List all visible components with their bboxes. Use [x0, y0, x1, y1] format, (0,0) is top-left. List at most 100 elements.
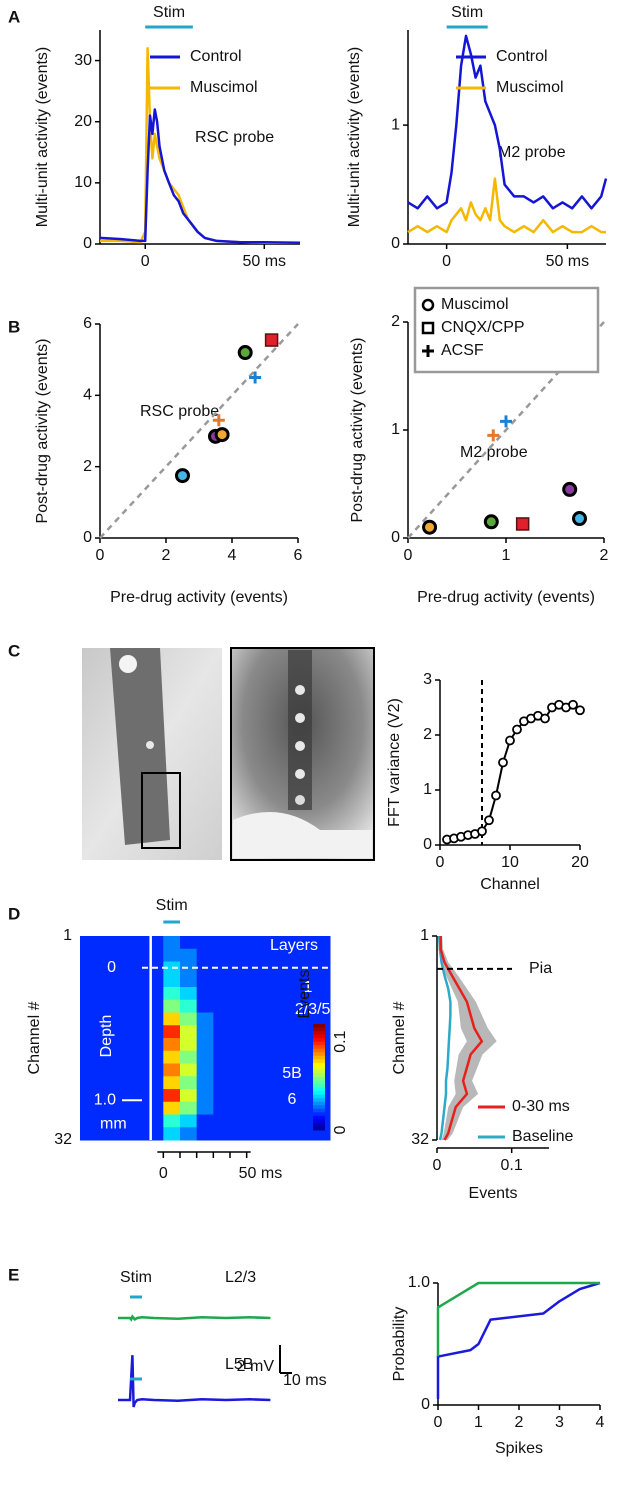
heat-cell: [80, 961, 98, 975]
colorbar-step: [313, 1048, 325, 1053]
heat-cell: [180, 1038, 198, 1052]
heat-cell: [263, 1114, 281, 1128]
heat-cell: [196, 974, 214, 988]
y-tick-label: 1: [63, 927, 72, 944]
heat-cell: [213, 974, 231, 988]
y-tick-label: 0: [83, 235, 92, 252]
heat-cell: [246, 1025, 264, 1039]
heat-cell: [196, 1063, 214, 1077]
y-axis-label: Channel #: [26, 1001, 43, 1074]
y-tick-label: 0: [391, 235, 400, 252]
heat-cell: [230, 1025, 248, 1039]
data-point: [487, 429, 500, 442]
heat-cell: [296, 974, 314, 988]
heat-cell: [96, 1038, 114, 1052]
heat-cell: [280, 974, 298, 988]
heat-cell: [296, 1127, 314, 1141]
heat-cell: [163, 1101, 181, 1115]
heat-cell: [263, 987, 281, 1001]
stim-label: Stim: [451, 4, 483, 21]
data-point: [477, 826, 487, 837]
depth-tick-label: 1.0: [94, 1091, 116, 1108]
heat-cell: [213, 1012, 231, 1026]
heat-cell: [263, 961, 281, 975]
heat-cell: [263, 948, 281, 962]
annotation: M2 probe: [498, 144, 566, 161]
legend-label: Control: [190, 48, 242, 65]
legend-label: 0-30 ms: [512, 1098, 570, 1115]
heat-cell: [113, 936, 131, 950]
heat-cell: [263, 1012, 281, 1026]
heat-cell: [180, 948, 198, 962]
heat-cell: [280, 1089, 298, 1103]
colorbar-step: [313, 1052, 325, 1057]
heat-cell: [113, 1063, 131, 1077]
heat-cell: [313, 1127, 331, 1141]
trace-label: L2/3: [225, 1269, 256, 1286]
heat-cell: [113, 1114, 131, 1128]
data-point: [212, 414, 225, 427]
heat-cell: [196, 1025, 214, 1039]
probe-photo: [82, 648, 222, 860]
colorbar-step: [313, 1077, 325, 1082]
trace: [118, 1314, 271, 1322]
line: [436, 1281, 601, 1399]
heat-cell: [230, 1076, 248, 1090]
heat-cell: [246, 999, 264, 1013]
panel-label: D: [8, 904, 20, 923]
legend-label: Control: [496, 48, 548, 65]
stim-label: Stim: [153, 4, 185, 21]
heat-cell: [163, 1038, 181, 1052]
line: [407, 177, 606, 234]
colorbar-step: [313, 1066, 325, 1071]
x-tick-label: 0: [436, 854, 445, 871]
data-point: [575, 705, 585, 716]
y-axis-label: Multi-unit activity (events): [34, 47, 51, 228]
colorbar-step: [313, 1098, 325, 1103]
heat-cell: [146, 974, 164, 988]
heat-cell: [80, 974, 98, 988]
y-tick-label: 0: [421, 1396, 430, 1413]
heat-cell: [296, 987, 314, 1001]
heat-cell: [80, 1038, 98, 1052]
colorbar-step: [313, 1062, 325, 1067]
legend-marker: [422, 345, 434, 357]
heat-cell: [80, 1114, 98, 1128]
heat-cell: [80, 1127, 98, 1141]
heat-cell: [230, 999, 248, 1013]
heat-cell: [263, 1050, 281, 1064]
heat-cell: [146, 1076, 164, 1090]
heat-cell: [180, 1101, 198, 1115]
heat-cell: [146, 936, 164, 950]
x-tick-label: 0: [442, 253, 451, 270]
colorbar-step: [313, 1073, 325, 1078]
x-tick-label: 4: [596, 1414, 605, 1431]
colorbar-step: [313, 1059, 325, 1064]
heat-cell: [230, 1101, 248, 1115]
colorbar-step: [313, 1126, 325, 1131]
colorbar-step: [313, 1080, 325, 1085]
heat-cell: [113, 1101, 131, 1115]
heat-cell: [96, 1050, 114, 1064]
legend-marker: [421, 298, 435, 312]
heat-cell: [246, 936, 264, 950]
heat-cell: [180, 961, 198, 975]
heat-cell: [180, 974, 198, 988]
heat-cell: [196, 999, 214, 1013]
pia-label: Pia: [529, 960, 552, 977]
heat-cell: [263, 1101, 281, 1115]
heat-cell: [163, 1025, 181, 1039]
heat-cell: [263, 1076, 281, 1090]
heat-cell: [113, 948, 131, 962]
panel-label: C: [8, 641, 20, 660]
heat-cell: [113, 974, 131, 988]
heat-cell: [146, 987, 164, 1001]
heat-cell: [196, 1101, 214, 1115]
heat-cell: [196, 1050, 214, 1064]
y-tick-label: 10: [74, 174, 92, 191]
heat-cell: [246, 1038, 264, 1052]
data-point: [572, 511, 587, 527]
heat-cell: [280, 961, 298, 975]
colorbar-step: [313, 1112, 325, 1117]
heat-cell: [180, 1050, 198, 1064]
